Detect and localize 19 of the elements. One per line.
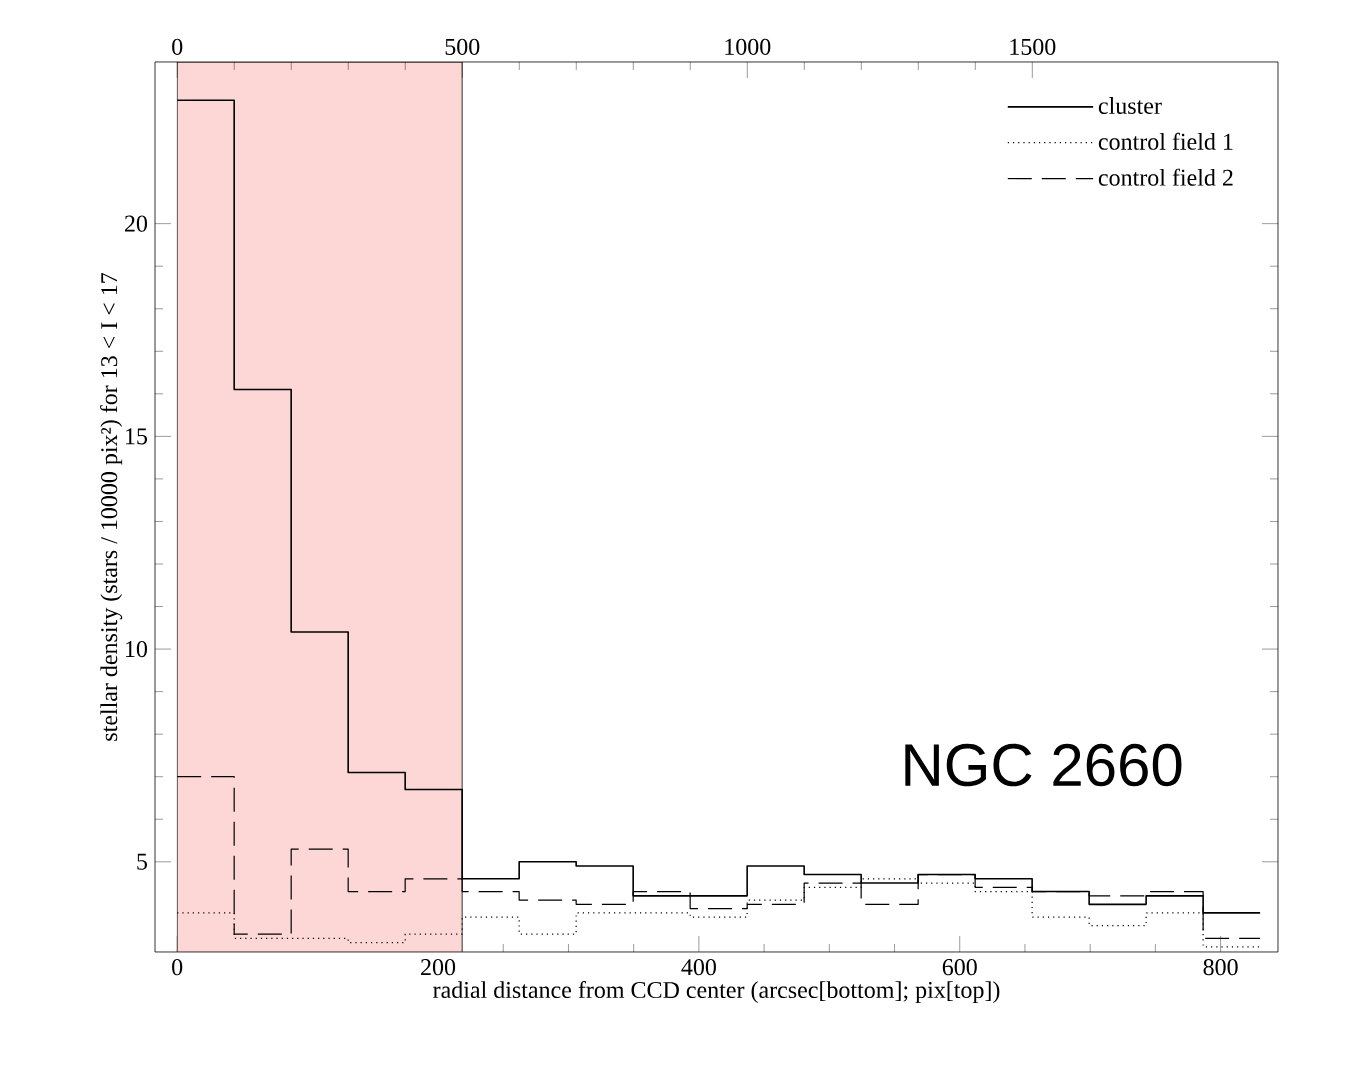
x-tick-label: 200 bbox=[421, 959, 456, 976]
x2-tick-label: 500 bbox=[445, 38, 480, 55]
x2-tick-label: 1500 bbox=[1010, 38, 1056, 55]
y-axis-title: stellar density (stars / 10000 pix²) for 13 < I < 17 bbox=[100, 272, 123, 741]
legend-label: cluster bbox=[1098, 97, 1162, 114]
x-tick-label: 400 bbox=[681, 959, 716, 976]
y-tick-label: 10 bbox=[126, 640, 148, 658]
x-axis-title: radial distance from CCD center (arcsec[bottom]; pix[top]) bbox=[433, 980, 1000, 1003]
x-tick-label: 800 bbox=[1203, 959, 1238, 976]
y-tick-label: 20 bbox=[125, 215, 148, 232]
x-tick-label: 600 bbox=[942, 959, 977, 976]
legend-label: control field 1 bbox=[1098, 132, 1233, 150]
x2-tick-label: 0 bbox=[172, 38, 183, 55]
y-tick-label: 15 bbox=[126, 428, 148, 445]
y-tick-label: 5 bbox=[137, 853, 148, 870]
x-tick-label: 0 bbox=[172, 959, 183, 976]
legend-label: control field 2 bbox=[1098, 168, 1233, 186]
annotation: NGC 2660 bbox=[905, 743, 1182, 787]
x2-tick-label: 1000 bbox=[725, 38, 771, 55]
